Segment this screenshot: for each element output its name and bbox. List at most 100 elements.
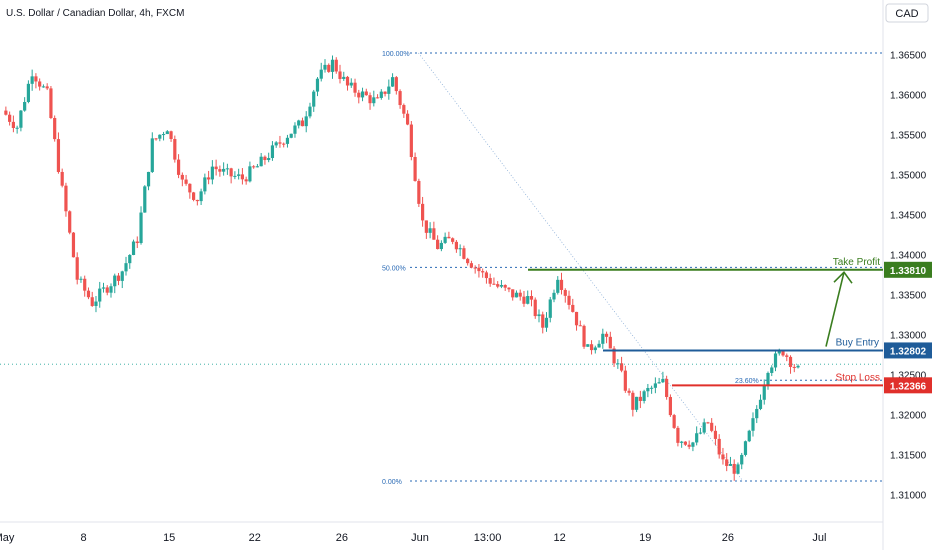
stop-loss-price-tag[interactable]: 1.32366 [884, 377, 932, 394]
candle-body [26, 83, 31, 102]
price-tick-label: 1.32000 [890, 411, 927, 422]
candle-body [721, 454, 725, 460]
candle-body [210, 166, 214, 180]
time-tick-label: 26 [722, 532, 734, 544]
candle-body [11, 121, 15, 128]
candle-body [56, 139, 61, 172]
candle-body [409, 124, 413, 157]
stop-loss-price-tag-bg [884, 377, 932, 394]
candle-body [477, 267, 481, 272]
candle-body [259, 156, 263, 167]
candle-body [120, 271, 124, 281]
candle-body [368, 95, 372, 104]
candle-body [345, 76, 350, 86]
candle-body [770, 367, 774, 373]
candle-body [740, 454, 744, 465]
candle-body [293, 125, 297, 134]
candle-body [34, 76, 38, 82]
candle-body [503, 285, 507, 288]
candle-body [488, 278, 492, 284]
buy-entry-price-tag[interactable]: 1.32802 [884, 342, 932, 359]
candle-body [15, 127, 19, 129]
candle-body [383, 91, 387, 94]
price-tick-label: 1.33000 [890, 331, 927, 342]
candle-body [372, 97, 376, 104]
candle-body [124, 263, 128, 272]
candle-body [623, 370, 627, 391]
candle-body [462, 248, 466, 259]
candle-body [428, 228, 432, 233]
candle-body [443, 236, 447, 243]
candle-body [255, 166, 260, 168]
candle-body [582, 325, 586, 347]
fib-level-label: 50.00% [382, 265, 406, 272]
candle-body [454, 241, 458, 250]
candle-body [300, 120, 305, 127]
candle-body [672, 415, 676, 428]
candle-body [330, 59, 335, 72]
time-tick-label: 22 [249, 532, 261, 544]
candle-body [334, 59, 338, 72]
candle-body [323, 64, 327, 70]
candle-body [514, 292, 519, 298]
candle-body [777, 351, 781, 354]
take-profit-label: Take Profit [833, 257, 880, 268]
price-tick-label: 1.31500 [890, 451, 927, 462]
candle-body [616, 363, 620, 365]
time-tick-label: Jul [812, 532, 826, 544]
candle-body [529, 296, 534, 300]
candle-body [695, 433, 699, 443]
candle-body [526, 296, 530, 304]
candle-body [161, 134, 166, 136]
time-tick-label: 13:00 [474, 532, 502, 544]
candle-body [665, 378, 669, 397]
buy-entry-price-tag-bg [884, 342, 932, 359]
candle-body [578, 325, 582, 327]
target-arrow-shaft [825, 272, 845, 347]
currency-label: CAD [895, 8, 918, 20]
take-profit-price-tag[interactable]: 1.33810 [884, 261, 932, 278]
candle-body [184, 179, 188, 184]
candle-body [225, 168, 229, 170]
candle-body [439, 242, 443, 250]
candle-body [135, 241, 139, 244]
time-axis[interactable]: May 8 15 22 26 Jun 13:00 12 19 26 Jul [0, 521, 883, 544]
time-tick-label: 19 [639, 532, 651, 544]
price-tick-label: 1.35000 [890, 171, 927, 182]
candle-body [638, 396, 642, 401]
fib-trend-line [418, 52, 744, 482]
candle-body [98, 288, 102, 302]
candle-body [541, 314, 545, 328]
candle-body [218, 169, 222, 172]
candle-body [631, 392, 635, 410]
candle-body [375, 97, 380, 99]
candle-body [285, 137, 290, 144]
time-tick-label: 26 [336, 532, 348, 544]
candle-body [574, 311, 579, 326]
time-tick-label: Jun [411, 532, 429, 544]
candle-body [743, 441, 748, 455]
price-axis[interactable]: 1.36500 1.36000 1.35500 1.35000 1.34500 1.340… [882, 0, 927, 550]
candle-body [424, 220, 428, 233]
candle-body [143, 186, 147, 213]
candle-body [657, 382, 661, 384]
candle-body [68, 211, 72, 233]
candle-body [537, 314, 541, 317]
candle-body [518, 292, 522, 297]
candle-body [473, 267, 477, 269]
candle-body [71, 232, 76, 258]
candle-body [128, 254, 132, 264]
trade-setup: Take Profit 1.33810 Buy Entry 1.32802 Stop L… [0, 257, 932, 394]
candle-body [158, 134, 162, 139]
candle-body [458, 248, 462, 250]
time-tick-label: 12 [554, 532, 566, 544]
price-tick-label: 1.34500 [890, 211, 927, 222]
currency-button[interactable]: CAD [885, 3, 929, 23]
candle-body [792, 366, 796, 368]
candle-body [150, 138, 154, 172]
stop-loss-label: Stop Loss [836, 372, 880, 383]
take-profit-price-value: 1.33810 [890, 266, 927, 277]
candle-body [191, 192, 196, 200]
candle-body [680, 441, 684, 443]
